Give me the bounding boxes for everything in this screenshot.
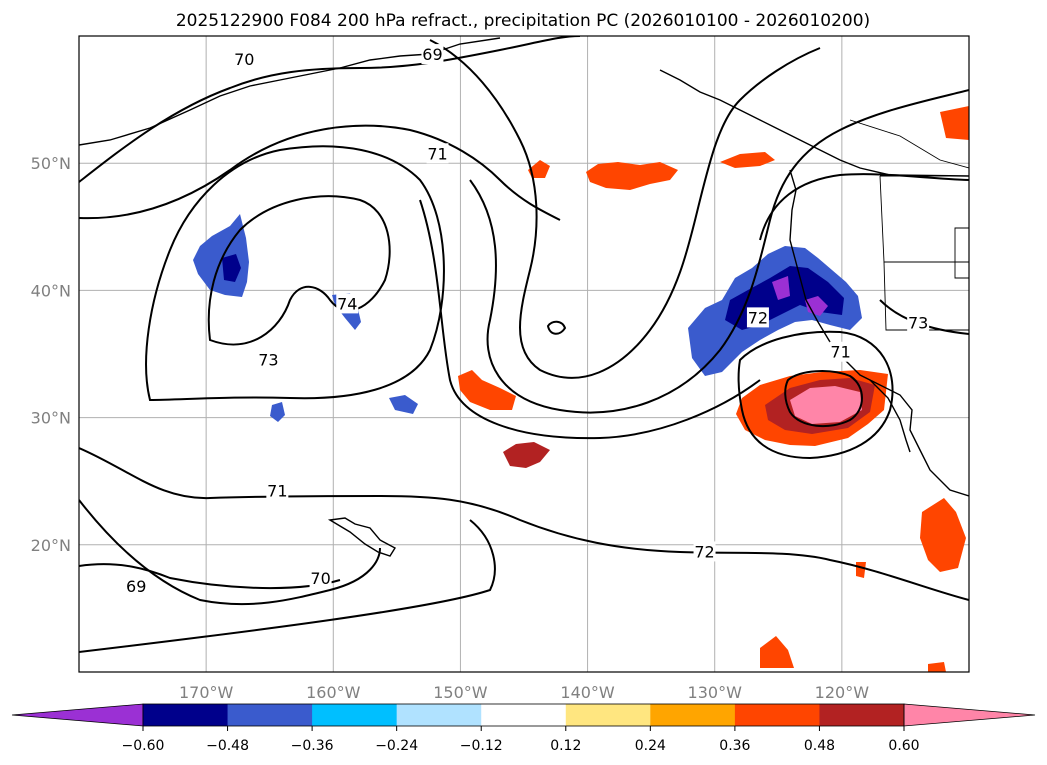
- lon-tick-label: 140°W: [560, 683, 615, 702]
- contour-label: 73: [257, 349, 280, 370]
- colorbar-segment: [819, 704, 905, 726]
- contour-labels: 70 69 71 74 73 71 69 70 72 72 73 71: [125, 44, 930, 596]
- contour-label: 70: [309, 568, 332, 589]
- colorbar-segment: [396, 704, 482, 726]
- lon-tick-label: 120°W: [815, 683, 870, 702]
- contour-label: 69: [125, 575, 148, 596]
- colorbar-tick-label: −0.48: [206, 738, 249, 754]
- colorbar-tick-label: 0.60: [888, 738, 919, 754]
- colorbar-tick-label: 0.48: [804, 738, 835, 754]
- contour-label: 72: [693, 541, 716, 562]
- lat-tick-label: 20°N: [31, 536, 71, 555]
- contour-label: 69: [421, 44, 444, 65]
- contour-label: 71: [266, 480, 289, 501]
- colorbar-extend-high: [903, 703, 1036, 727]
- contour-label: 73: [907, 312, 930, 333]
- precip-area-warm-north: [528, 106, 969, 190]
- contour-label-text: 70: [310, 569, 330, 588]
- lon-tick-label: 160°W: [306, 683, 361, 702]
- contour-label-text: 73: [908, 313, 928, 332]
- contour-label: 74: [336, 293, 359, 314]
- axis-tick-labels: 170°W 160°W 150°W 140°W 130°W 120°W 50°N 40°N 30…: [31, 154, 870, 702]
- contour-label-text: 69: [422, 45, 442, 64]
- contour-label: 70: [233, 49, 256, 70]
- colorbar-segment: [227, 704, 313, 726]
- precip-area-warm-southeast: [736, 370, 888, 446]
- colorbar-segment: [481, 704, 567, 726]
- contour-label-text: 72: [694, 542, 714, 561]
- contour-label-text: 71: [427, 144, 447, 163]
- colorbar-tick-label: 0.24: [635, 738, 666, 754]
- map-frame: [78, 35, 970, 673]
- contour-label-text: 71: [830, 343, 850, 362]
- colorbar-tick-label: −0.24: [375, 738, 418, 754]
- lat-tick-label: 40°N: [31, 281, 71, 300]
- lon-tick-label: 150°W: [433, 683, 488, 702]
- contour-label-text: 74: [337, 294, 357, 313]
- colorbar-segment: [143, 704, 229, 726]
- lat-tick-label: 50°N: [31, 154, 71, 173]
- colorbar-tick-label: −0.36: [291, 738, 334, 754]
- lon-tick-label: 170°W: [179, 683, 234, 702]
- precip-area-warm-south: [760, 498, 966, 672]
- colorbar-frame: [142, 703, 905, 727]
- map-panel: 70 69 71 74 73 71 69 70 72 72 73 71: [78, 35, 970, 673]
- refractivity-contours: [79, 36, 969, 653]
- contour-label-text: 70: [234, 50, 254, 69]
- lon-tick-label: 130°W: [688, 683, 743, 702]
- colorbar-tick-label: −0.60: [122, 738, 165, 754]
- colorbar-extend-low: [11, 703, 144, 727]
- colorbar-segment: [312, 704, 398, 726]
- precip-area-warm-central: [458, 370, 550, 468]
- figure-title: 2025122900 F084 200 hPa refract., precip…: [176, 11, 870, 31]
- colorbar-tick-label: −0.12: [460, 738, 503, 754]
- colorbar: −0.60 −0.48 −0.36 −0.24 −0.12 0.12 0.24 0.36 0.4…: [11, 703, 1036, 754]
- contour-label: 72: [746, 307, 769, 328]
- contour-label-text: 72: [748, 308, 768, 327]
- contour-label: 71: [829, 341, 852, 362]
- contour-label-text: 69: [126, 577, 146, 596]
- colorbar-tick-label: 0.12: [550, 738, 581, 754]
- colorbar-tick-label: 0.36: [719, 738, 750, 754]
- lat-tick-label: 30°N: [31, 409, 71, 428]
- colorbar-segment: [565, 704, 651, 726]
- contour-label-text: 73: [258, 350, 278, 369]
- contour-label-text: 71: [267, 481, 287, 500]
- contour-label: 71: [426, 143, 449, 164]
- colorbar-segment: [734, 704, 820, 726]
- colorbar-segment: [650, 704, 736, 726]
